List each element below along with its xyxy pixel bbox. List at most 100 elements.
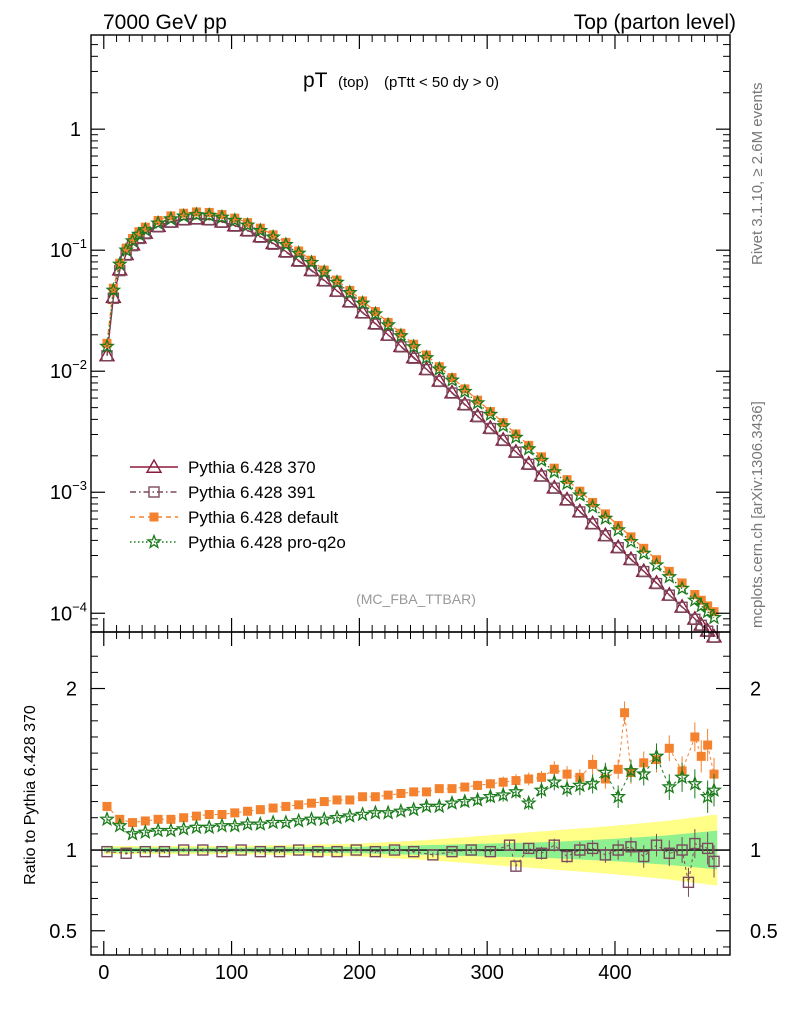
axes-layer: 10−4 10−3 10−2 10−1 1 0 100 200 300 400 0.5 0.5 1 1 2 2 — [49, 34, 778, 984]
ratio-data-point — [708, 855, 720, 868]
main-data-point — [318, 275, 330, 287]
main-data-point — [546, 463, 563, 479]
main-data-point — [689, 613, 701, 626]
ratio-y-tick-label-right: 2 — [750, 679, 761, 701]
main-data-point — [588, 497, 598, 507]
main-data-point — [536, 452, 546, 462]
main-data-point — [497, 434, 509, 447]
main-data-point — [294, 246, 304, 256]
ratio-data-point — [447, 784, 457, 794]
ratio-data-point — [456, 793, 473, 809]
main-y-tick-label: 10−2 — [50, 357, 87, 383]
main-data-point — [162, 210, 179, 226]
main-data-point — [459, 399, 471, 411]
ratio-data-point — [243, 806, 253, 816]
main-data-point — [469, 394, 486, 410]
main-data-point — [706, 609, 722, 625]
main-data-point — [316, 263, 333, 279]
main-data-point — [166, 211, 176, 221]
ratio-data-point — [369, 845, 382, 858]
legend-label: Pythia 6.428 default — [188, 508, 339, 527]
main-data-point — [600, 509, 610, 519]
main-data-point — [549, 463, 559, 473]
main-data-point — [562, 475, 572, 485]
main-y-tick-label: 10−4 — [50, 599, 87, 625]
main-data-point — [473, 395, 483, 405]
main-data-point — [118, 241, 135, 257]
ratio-data-point — [239, 815, 256, 831]
legend-marker — [145, 458, 163, 473]
main-data-point — [380, 316, 397, 332]
ratio-data-point — [549, 764, 559, 774]
ratio-data-point — [255, 805, 265, 815]
ratio-y-tick-label-right: 1 — [750, 840, 761, 862]
main-data-point — [484, 422, 497, 435]
ratio-data-point — [370, 792, 380, 802]
main-data-point — [201, 207, 218, 223]
ratio-data-point — [648, 748, 665, 764]
ratio-data-point — [150, 822, 167, 838]
main-data-point — [444, 371, 460, 387]
legend-label: Pythia 6.428 pro-q2o — [188, 533, 346, 552]
legend-label: Pythia 6.428 391 — [188, 483, 316, 502]
main-data-point — [511, 429, 521, 439]
main-data-point — [306, 255, 316, 265]
main-data-point — [356, 307, 369, 319]
ratio-data-point — [383, 790, 393, 800]
main-y-tick-label: 1 — [70, 119, 81, 141]
main-y-tick-label: 10−3 — [50, 478, 87, 504]
ratio-data-point — [316, 810, 333, 827]
main-data-point — [524, 440, 534, 450]
main-data-point — [548, 482, 560, 494]
ratio-data-point — [153, 814, 163, 824]
ratio-data-point — [124, 825, 141, 841]
ratio-data-point — [407, 845, 420, 858]
ratio-data-point — [254, 845, 267, 858]
main-data-point — [99, 338, 115, 354]
ratio-data-point — [421, 787, 431, 797]
x-tick-label: 200 — [343, 962, 376, 984]
main-data-point — [523, 458, 535, 471]
ratio-data-point — [676, 844, 688, 856]
main-data-point — [101, 350, 113, 362]
main-data-point — [495, 417, 512, 433]
ratio-data-point — [460, 782, 470, 792]
ratio-data-point — [367, 804, 384, 820]
ratio-data-point — [613, 764, 623, 774]
main-data-point — [575, 486, 585, 496]
ratio-data-point — [292, 844, 305, 856]
main-data-point — [635, 545, 652, 561]
main-data-point — [533, 452, 550, 468]
main-data-point — [383, 317, 393, 327]
main-data-point — [370, 307, 380, 317]
main-data-point — [252, 222, 269, 238]
ratio-data-point — [686, 775, 703, 791]
main-data-point — [574, 506, 586, 518]
main-data-point — [369, 318, 382, 330]
main-data-point — [638, 565, 650, 578]
ratio-data-point — [329, 809, 345, 825]
header-left: 7000 GeV pp — [103, 11, 227, 34]
ratio-data-point — [303, 810, 320, 827]
ratio-data-point — [268, 803, 278, 813]
ratio-data-point — [101, 845, 113, 858]
ratio-data-point — [562, 769, 572, 779]
main-data-point — [597, 510, 614, 526]
main-data-point — [686, 591, 703, 607]
ratio-data-point — [469, 791, 486, 807]
ratio-data-point — [690, 732, 700, 742]
ratio-data-point — [674, 769, 691, 785]
main-data-point — [239, 216, 256, 232]
main-data-point — [418, 349, 435, 365]
main-data-point — [140, 222, 150, 232]
ratio-data-point — [689, 837, 701, 850]
title-main: pT — [303, 69, 328, 92]
ratio-data-point — [503, 839, 516, 851]
main-data-point — [396, 328, 406, 338]
ratio-series-2 — [99, 743, 722, 841]
ratio-data-point — [574, 844, 586, 856]
legend-marker — [146, 533, 162, 549]
main-data-point — [290, 244, 307, 261]
main-data-point — [535, 470, 548, 482]
